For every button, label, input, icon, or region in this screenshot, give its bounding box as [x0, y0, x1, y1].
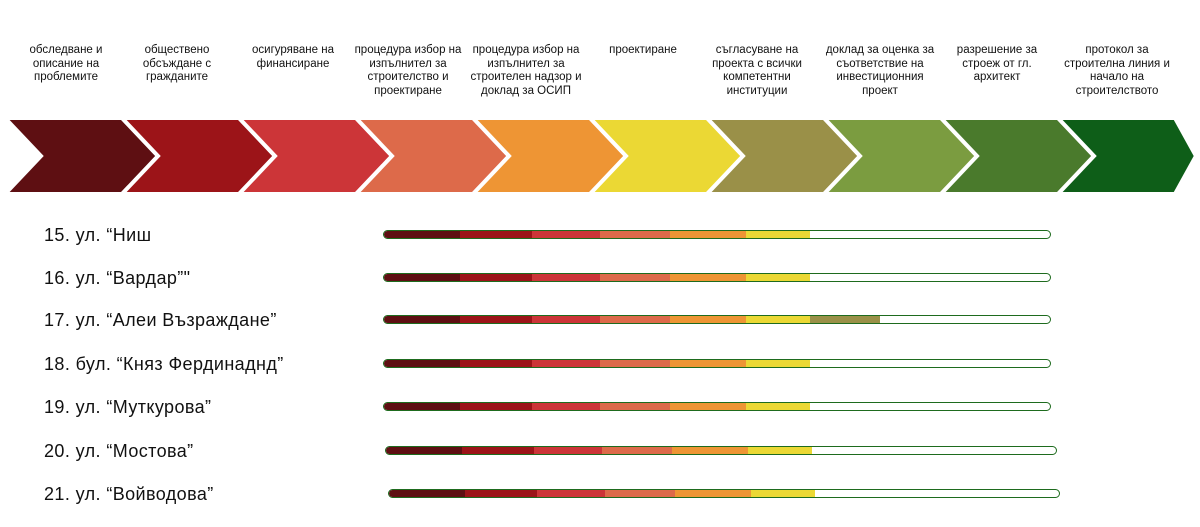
progress-segment-2 — [460, 403, 532, 410]
progress-segment-4 — [600, 231, 670, 238]
progress-segment-2 — [462, 447, 534, 454]
stage-chevron-3 — [236, 118, 395, 194]
progress-segment-5 — [675, 490, 751, 497]
progress-segment-6 — [746, 403, 810, 410]
progress-segment-1 — [384, 231, 460, 238]
progress-segment-1 — [386, 447, 462, 454]
stage-label-3: осигуряване на финансиране — [252, 44, 334, 70]
progress-segment-2 — [460, 316, 532, 323]
progress-segment-4 — [600, 316, 670, 323]
street-label: 15. ул. “Ниш — [44, 225, 152, 245]
progress-segment-2 — [460, 360, 532, 367]
progress-segment-4 — [605, 490, 675, 497]
progress-segment-6 — [751, 490, 815, 497]
progress-bar — [383, 402, 1051, 411]
progress-segment-3 — [532, 274, 600, 281]
street-label: 18. бул. “Княз Фердинаднд” — [44, 354, 284, 374]
progress-segment-5 — [670, 360, 746, 367]
progress-segment-6 — [746, 231, 810, 238]
progress-segment-5 — [670, 274, 746, 281]
progress-segment-6 — [748, 447, 812, 454]
progress-segment-6 — [746, 274, 810, 281]
street-label: 20. ул. “Мостова” — [44, 441, 194, 461]
stage-chevron-5 — [470, 118, 629, 194]
street-label: 16. ул. “Вардар”" — [44, 268, 191, 288]
progress-bar — [383, 359, 1051, 368]
progress-segment-3 — [537, 490, 605, 497]
progress-segment-1 — [384, 403, 460, 410]
progress-segment-5 — [670, 231, 746, 238]
progress-segment-1 — [389, 490, 465, 497]
stage-chevron-10 — [1055, 118, 1199, 194]
street-label: 21. ул. “Войводова” — [44, 484, 214, 504]
stage-label-5: процедура избор на изпълнител за строите… — [470, 44, 582, 97]
stage-chevron-1 — [2, 118, 161, 194]
progress-segment-1 — [384, 360, 460, 367]
stage-label-9: разрешение за строеж от гл. архитект — [956, 44, 1038, 83]
progress-segment-3 — [532, 231, 600, 238]
progress-bar — [383, 315, 1051, 324]
stage-label-6: проектиране — [609, 44, 677, 56]
stage-chevron-4 — [353, 118, 512, 194]
progress-segment-2 — [460, 231, 532, 238]
stage-chevron-9 — [938, 118, 1097, 194]
progress-segment-1 — [384, 316, 460, 323]
stage-chevron-2 — [119, 118, 278, 194]
progress-segment-3 — [532, 403, 600, 410]
progress-segment-2 — [465, 490, 537, 497]
progress-bar — [383, 273, 1051, 282]
progress-segment-4 — [602, 447, 672, 454]
progress-segment-5 — [670, 316, 746, 323]
street-label: 17. ул. “Алеи Възраждане” — [44, 310, 277, 330]
stage-label-8: доклад за оценка за съответствие на инве… — [825, 44, 935, 97]
stage-label-1: обследване и описание на проблемите — [29, 44, 103, 83]
progress-segment-2 — [460, 274, 532, 281]
stage-label-2: обществено обсъждане с гражданите — [142, 44, 212, 83]
progress-segment-5 — [672, 447, 748, 454]
progress-segment-4 — [600, 403, 670, 410]
progress-segment-7 — [810, 316, 880, 323]
progress-segment-3 — [532, 316, 600, 323]
stage-label-4: процедура избор на изпълнител за строите… — [354, 44, 462, 97]
progress-bar — [383, 230, 1051, 239]
progress-segment-1 — [384, 274, 460, 281]
stage-label-10: протокол за строителна линия и начало на… — [1064, 44, 1170, 97]
stage-chevron-8 — [821, 118, 980, 194]
stage-chevrons — [2, 118, 1199, 194]
progress-segment-3 — [532, 360, 600, 367]
progress-segment-6 — [746, 316, 810, 323]
progress-segment-5 — [670, 403, 746, 410]
progress-bar — [388, 489, 1060, 498]
stage-labels: обследване и описание на проблемите общес… — [0, 44, 1200, 116]
progress-segment-4 — [600, 274, 670, 281]
progress-segment-6 — [746, 360, 810, 367]
stage-chevron-7 — [704, 118, 863, 194]
progress-bar — [385, 446, 1057, 455]
stage-label-7: съгласуване на проекта с всички компетен… — [712, 44, 802, 97]
progress-segment-4 — [600, 360, 670, 367]
street-label: 19. ул. “Муткурова” — [44, 397, 212, 417]
progress-segment-3 — [534, 447, 602, 454]
stage-chevron-6 — [587, 118, 746, 194]
